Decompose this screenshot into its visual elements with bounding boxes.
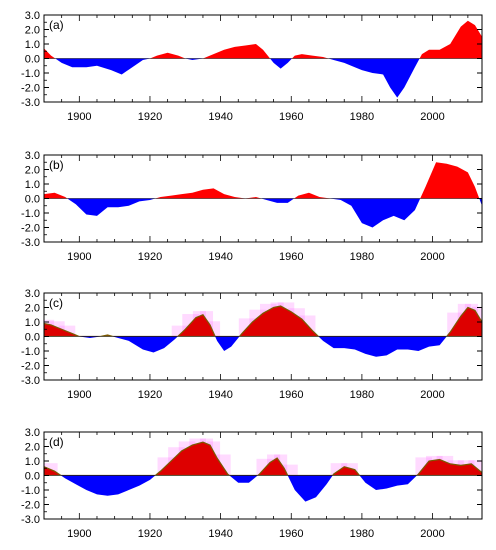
y-tick-label: 2.0	[25, 442, 40, 454]
y-tick-label: -3.0	[21, 237, 40, 249]
x-tick-label: 1980	[350, 251, 374, 263]
x-tick-label: 1900	[67, 528, 91, 540]
y-tick-label: 0.0	[25, 54, 40, 66]
negative-area	[44, 336, 482, 357]
y-tick-label: 2.0	[25, 25, 40, 37]
positive-area	[44, 442, 482, 476]
x-tick-label: 2000	[420, 528, 444, 540]
panel-label: (a)	[49, 18, 64, 32]
x-tick-label: 1940	[208, 528, 232, 540]
significance-shade	[281, 464, 298, 476]
x-tick-label: 1900	[67, 111, 91, 123]
y-tick-label: -2.0	[21, 223, 40, 235]
panel-a: 3.0 2.0 1.0 0.0 -1.0 -2.0 -3.0 1900 1920 1940 1960…	[21, 10, 483, 123]
significance-shade	[171, 325, 189, 337]
x-tick-label: 1920	[138, 111, 162, 123]
x-tick-label: 1980	[350, 389, 374, 401]
area-fill	[44, 302, 482, 357]
y-tick-label: -1.0	[21, 346, 40, 358]
panel-label: (b)	[49, 158, 64, 172]
y-tick-label: -2.0	[21, 500, 40, 512]
y-tick-label: 1.0	[25, 179, 40, 191]
positive-outline	[44, 441, 482, 476]
y-tick-label: -1.0	[21, 485, 40, 497]
y-tick-label: 0.0	[25, 194, 40, 206]
x-tick-label: 1900	[67, 389, 91, 401]
x-tick-label: 1920	[138, 389, 162, 401]
y-tick-label: -2.0	[21, 83, 40, 95]
x-tick-label: 1960	[279, 528, 303, 540]
y-tick-label: -2.0	[21, 361, 40, 373]
x-tick-label: 1980	[350, 111, 374, 123]
y-tick-label: -1.0	[21, 208, 40, 220]
x-tick-label: 1960	[279, 251, 303, 263]
negative-area	[44, 475, 482, 502]
positive-outline	[44, 305, 482, 337]
x-tick-label: 1900	[67, 251, 91, 263]
area-fill	[44, 20, 482, 98]
y-tick-label: 2.0	[25, 165, 40, 177]
x-tick-label: 1960	[279, 389, 303, 401]
positive-area	[44, 20, 482, 59]
positive-area	[44, 162, 482, 199]
panel-label: (d)	[49, 435, 64, 449]
positive-area	[44, 306, 482, 337]
y-tick-label: 3.0	[25, 150, 40, 162]
y-tick-label: 3.0	[25, 427, 40, 439]
y-tick-label: 1.0	[25, 456, 40, 468]
x-tick-label: 1940	[208, 251, 232, 263]
negative-area	[44, 58, 482, 98]
y-tick-label: 3.0	[25, 10, 40, 22]
y-tick-label: 0.0	[25, 332, 40, 344]
x-tick-label: 1920	[138, 251, 162, 263]
y-tick-label: -3.0	[21, 514, 40, 526]
x-tick-label: 2000	[420, 389, 444, 401]
y-tick-label: 3.0	[25, 288, 40, 300]
x-tick-label: 1940	[208, 111, 232, 123]
x-tick-label: 2000	[420, 251, 444, 263]
y-tick-label: 0.0	[25, 471, 40, 483]
y-tick-label: 1.0	[25, 39, 40, 51]
panel-b: 3.0 2.0 1.0 0.0 -1.0 -2.0 -3.0 1900 1920 1940 1960…	[21, 150, 483, 263]
x-tick-label: 1960	[279, 111, 303, 123]
x-tick-label: 1920	[138, 528, 162, 540]
area-fill	[44, 162, 482, 228]
x-tick-label: 1980	[350, 528, 374, 540]
y-tick-label: -3.0	[21, 375, 40, 387]
x-tick-label: 1940	[208, 389, 232, 401]
y-tick-label: -3.0	[21, 97, 40, 109]
negative-area	[44, 198, 482, 228]
panel-c: 3.0 2.0 1.0 0.0 -1.0 -2.0 -3.0 1900 1920 1940 1960…	[21, 288, 483, 401]
x-tick-label: 2000	[420, 111, 444, 123]
y-tick-label: 1.0	[25, 317, 40, 329]
y-tick-label: -1.0	[21, 68, 40, 80]
panel-d: 3.0 2.0 1.0 0.0 -1.0 -2.0 -3.0 1900 1920 1940 1960…	[21, 427, 483, 540]
panel-label: (c)	[49, 296, 63, 310]
y-tick-label: 2.0	[25, 303, 40, 315]
area-fill	[44, 438, 482, 502]
